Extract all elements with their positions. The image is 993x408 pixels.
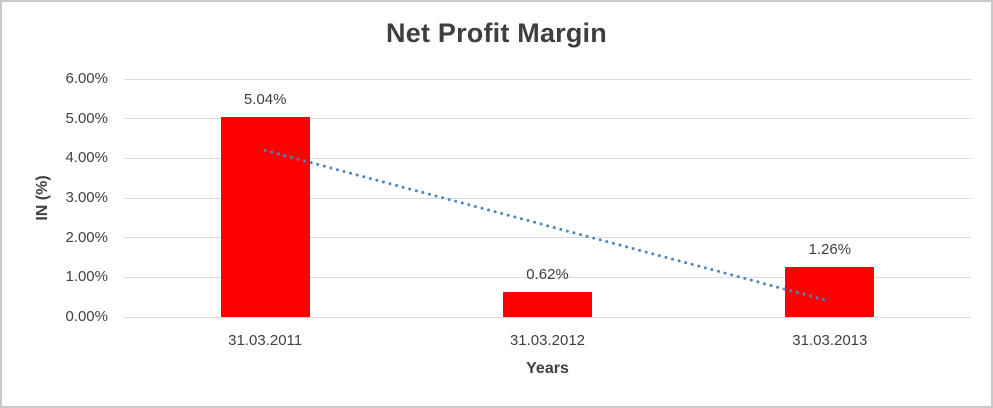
chart-title: Net Profit Margin bbox=[386, 18, 607, 48]
y-axis-tick-label: 4.00% bbox=[65, 149, 108, 167]
x-axis-tick-label: 31.03.2013 bbox=[792, 332, 868, 349]
gridline bbox=[124, 118, 971, 120]
bar-31.03.2013 bbox=[785, 267, 875, 317]
gridline bbox=[124, 316, 971, 318]
x-axis-title: Years bbox=[526, 360, 569, 377]
y-axis-tick-label: 6.00% bbox=[65, 70, 108, 87]
data-label: 5.04% bbox=[243, 91, 287, 109]
bar-31.03.2012 bbox=[503, 292, 592, 317]
data-label: 0.62% bbox=[526, 266, 569, 284]
y-axis-tick-label: 1.00% bbox=[65, 268, 108, 286]
gridline bbox=[124, 78, 971, 80]
y-axis-tick-label: 2.00% bbox=[65, 228, 108, 246]
y-axis-tick-label: 3.00% bbox=[65, 189, 108, 206]
y-axis-tick-label: 0.00% bbox=[65, 308, 108, 325]
x-axis-tick-label: 31.03.2012 bbox=[509, 332, 586, 349]
x-axis-tick-label: 31.03.2011 bbox=[228, 332, 303, 349]
bar-31.03.2011 bbox=[220, 117, 310, 317]
y-axis-tick-label: 5.00% bbox=[65, 109, 108, 127]
data-label: 1.26% bbox=[808, 241, 852, 259]
